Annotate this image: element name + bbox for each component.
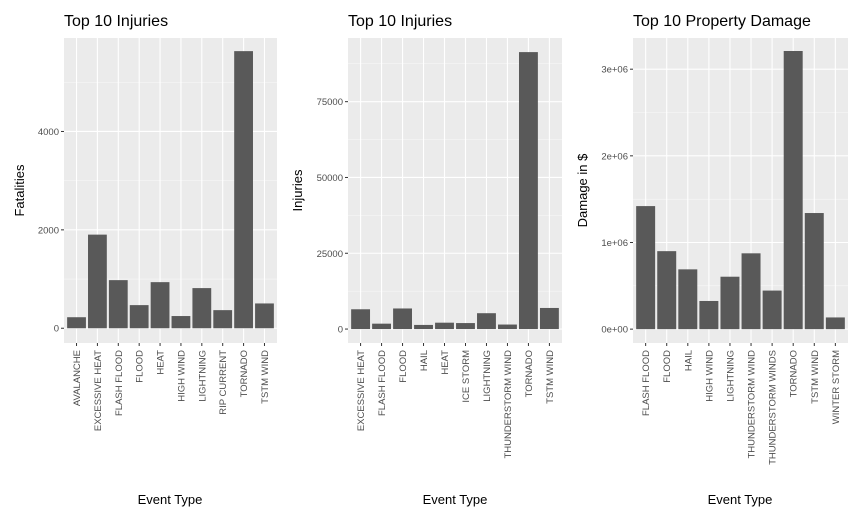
bar-tstm-wind bbox=[255, 303, 274, 329]
x-tick-label: HEAT bbox=[156, 350, 167, 375]
bar-flood bbox=[393, 308, 412, 330]
x-axis-title: Event Type bbox=[708, 492, 773, 507]
bar-excessive-heat bbox=[351, 309, 371, 330]
x-tick-label: THUNDERSTORM WIND bbox=[503, 350, 514, 459]
x-tick-label: WINTER STORM bbox=[831, 350, 842, 424]
bar-hail bbox=[678, 269, 698, 330]
x-tick-label: FLOOD bbox=[135, 350, 146, 383]
bar-thunderstorm-wind bbox=[498, 324, 517, 330]
x-tick-label: LIGHTNING bbox=[197, 350, 208, 402]
bar-thunderstorm-winds bbox=[762, 290, 782, 330]
x-tick-label: THUNDERSTORM WINDS bbox=[768, 350, 779, 465]
x-tick-label: HIGH WIND bbox=[176, 350, 187, 402]
x-tick-label: FLASH FLOOD bbox=[641, 350, 652, 416]
y-tick-label: 50000 bbox=[317, 173, 343, 184]
bar-flash-flood bbox=[372, 323, 392, 330]
x-tick-label: TSTM WIND bbox=[810, 350, 821, 404]
bar-flash-flood bbox=[636, 206, 656, 330]
bar-ice-storm bbox=[456, 323, 475, 330]
y-tick-label: 3e+06 bbox=[601, 65, 628, 76]
bar-flash-flood bbox=[108, 280, 128, 329]
bar-tornado bbox=[234, 51, 253, 329]
bar-lightning bbox=[477, 313, 496, 330]
y-tick-label: 4000 bbox=[38, 127, 59, 138]
x-tick-label: TORNADO bbox=[239, 350, 250, 397]
y-tick-label: 0 bbox=[338, 325, 343, 336]
chart-title: Top 10 Injuries bbox=[348, 13, 452, 30]
y-axis-title: Injuries bbox=[290, 169, 305, 211]
y-tick-label: 0e+00 bbox=[601, 325, 628, 336]
bar-excessive-heat bbox=[88, 234, 107, 329]
x-tick-label: HAIL bbox=[683, 350, 694, 371]
y-tick-label: 25000 bbox=[317, 249, 343, 260]
x-tick-label: LIGHTNING bbox=[482, 350, 493, 402]
bar-winter-storm bbox=[825, 317, 845, 330]
x-tick-label: TORNADO bbox=[789, 350, 800, 397]
x-tick-label: THUNDERSTORM WIND bbox=[747, 350, 758, 459]
y-tick-label: 2000 bbox=[38, 225, 59, 236]
x-tick-label: TSTM WIND bbox=[545, 350, 556, 404]
y-tick-label: 0 bbox=[54, 324, 59, 335]
y-tick-label: 75000 bbox=[317, 97, 343, 108]
y-tick-label: 1e+06 bbox=[601, 238, 628, 249]
bar-rip-current bbox=[213, 310, 233, 329]
bar-flood bbox=[657, 251, 677, 330]
x-axis-title: Event Type bbox=[423, 492, 488, 507]
bar-lightning bbox=[192, 288, 212, 329]
chart-panel-1: 0 2000 4000 AVALANCHE EXCESSIVE HEAT FLASH FL… bbox=[12, 13, 277, 507]
y-axis-title: Damage in $ bbox=[575, 153, 590, 227]
x-tick-label: TSTM WIND bbox=[260, 350, 271, 404]
x-tick-label: FLOOD bbox=[398, 350, 409, 383]
x-tick-label: EXCESSIVE HEAT bbox=[356, 350, 367, 431]
bar-thunderstorm-wind bbox=[741, 253, 761, 330]
chart-title: Top 10 Injuries bbox=[64, 13, 168, 30]
x-tick-label: HAIL bbox=[419, 350, 430, 371]
bar-high-wind bbox=[699, 300, 719, 330]
bar-tornado bbox=[518, 52, 538, 330]
x-tick-label: FLASH FLOOD bbox=[377, 350, 388, 416]
bar-tornado bbox=[783, 50, 803, 330]
bar-lightning bbox=[720, 276, 740, 330]
x-tick-label: RIP CURRENT bbox=[218, 350, 229, 415]
chart-panel-2: 0 25000 50000 75000 EXCESSIVE HEAT FLASH FLOO… bbox=[290, 13, 562, 507]
chart-title: Top 10 Property Damage bbox=[633, 13, 811, 30]
bar-tstm-wind bbox=[539, 307, 559, 330]
x-tick-label: EXCESSIVE HEAT bbox=[93, 350, 104, 431]
x-tick-label: HEAT bbox=[440, 350, 451, 375]
bar-heat bbox=[150, 282, 170, 329]
x-tick-label: LIGHTNING bbox=[725, 350, 736, 402]
x-tick-label: HIGH WIND bbox=[704, 350, 715, 402]
bar-heat bbox=[435, 322, 454, 330]
y-tick-label: 2e+06 bbox=[601, 151, 628, 162]
x-tick-label: AVALANCHE bbox=[72, 350, 83, 406]
bar-tstm-wind bbox=[804, 213, 824, 330]
x-tick-label: TORNADO bbox=[524, 350, 535, 397]
bar-flood bbox=[129, 305, 149, 329]
bar-hail bbox=[414, 324, 433, 330]
bar-high-wind bbox=[171, 316, 191, 329]
chart-panel-3: 0e+00 1e+06 2e+06 3e+06 FLASH FLOOD FLOOD HAIL… bbox=[575, 13, 848, 507]
x-axis-title: Event Type bbox=[138, 492, 203, 507]
x-tick-label: FLASH FLOOD bbox=[114, 350, 125, 416]
bar-avalanche bbox=[67, 317, 86, 329]
x-tick-label: ICE STORM bbox=[461, 350, 472, 403]
y-axis-title: Fatalities bbox=[12, 164, 27, 217]
x-tick-label: FLOOD bbox=[662, 350, 673, 383]
